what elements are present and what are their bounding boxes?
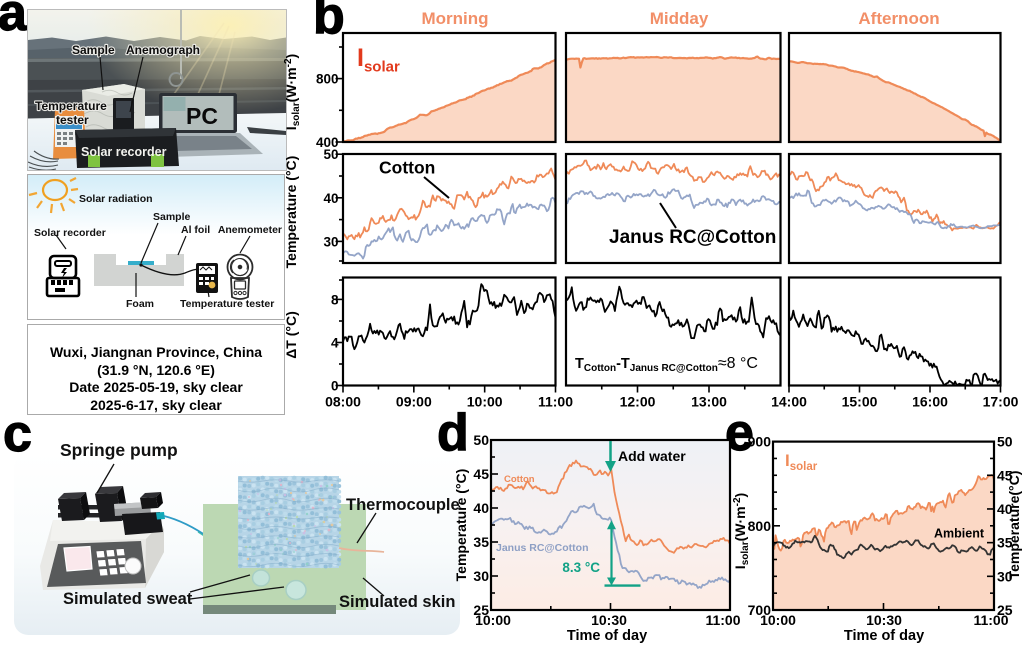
svg-text:17:00: 17:00: [983, 394, 1019, 410]
svg-text:Isolar: Isolar: [357, 44, 400, 76]
svg-text:Isolar(W·m-2): Isolar(W·m-2): [283, 54, 302, 130]
svg-text:Temperature (°C): Temperature (°C): [453, 469, 469, 582]
svg-text:ΔT (°C): ΔT (°C): [283, 311, 299, 359]
svg-text:Cotton: Cotton: [504, 474, 535, 485]
svg-text:30: 30: [997, 568, 1013, 584]
svg-text:Solar recorder: Solar recorder: [34, 227, 106, 239]
svg-text:Temperature: Temperature: [35, 99, 107, 113]
svg-text:45: 45: [473, 466, 489, 482]
svg-text:25: 25: [997, 602, 1013, 618]
svg-text:8.3 °C: 8.3 °C: [562, 560, 600, 575]
svg-text:35: 35: [997, 535, 1013, 551]
svg-text:Temperature (°C): Temperature (°C): [283, 156, 299, 269]
svg-text:Anemograph: Anemograph: [126, 43, 200, 57]
svg-text:700: 700: [748, 602, 772, 618]
svg-text:Temperature(°C): Temperature(°C): [1006, 471, 1022, 580]
svg-text:50: 50: [473, 432, 489, 448]
svg-text:13:00: 13:00: [691, 394, 727, 410]
svg-text:8: 8: [331, 292, 339, 307]
svg-text:10:30: 10:30: [591, 612, 627, 628]
svg-text:40: 40: [997, 501, 1013, 517]
svg-text:30: 30: [323, 234, 338, 249]
svg-text:800: 800: [748, 518, 772, 534]
svg-text:08:00: 08:00: [325, 394, 361, 410]
svg-text:11:00: 11:00: [538, 394, 573, 410]
svg-text:10:30: 10:30: [866, 612, 902, 628]
svg-text:Simulated skin: Simulated skin: [339, 593, 455, 611]
svg-text:11:00: 11:00: [973, 612, 1008, 628]
svg-text:PC: PC: [186, 103, 218, 129]
svg-text:11:00: 11:00: [705, 612, 740, 628]
svg-text:Isolar: Isolar: [785, 451, 818, 473]
svg-text:12:00: 12:00: [620, 394, 656, 410]
svg-text:Al foil: Al foil: [181, 224, 210, 236]
svg-text:900: 900: [748, 434, 772, 450]
svg-text:4: 4: [331, 336, 339, 351]
svg-text:Sample: Sample: [153, 211, 191, 223]
svg-text:Anemometer: Anemometer: [218, 224, 282, 236]
svg-text:35: 35: [473, 534, 489, 550]
svg-text:14:00: 14:00: [771, 394, 807, 410]
svg-text:10:00: 10:00: [467, 394, 503, 410]
svg-text:40: 40: [323, 191, 338, 206]
svg-text:10:00: 10:00: [475, 612, 511, 628]
svg-text:Temperature tester: Temperature tester: [180, 298, 274, 310]
svg-text:TCotton-TJanus RC@Cotton≈8 °C: TCotton-TJanus RC@Cotton≈8 °C: [575, 355, 758, 374]
svg-text:tester: tester: [56, 113, 89, 127]
svg-text:Sample: Sample: [72, 43, 115, 57]
svg-text:Janus RC@Cotton: Janus RC@Cotton: [496, 542, 589, 554]
svg-text:Time of day: Time of day: [844, 628, 924, 644]
svg-text:15:00: 15:00: [842, 394, 878, 410]
svg-text:45: 45: [997, 467, 1013, 483]
svg-text:Morning: Morning: [421, 9, 488, 28]
svg-text:16:00: 16:00: [912, 394, 948, 410]
svg-text:09:00: 09:00: [396, 394, 432, 410]
svg-text:50: 50: [323, 147, 338, 162]
svg-text:50: 50: [997, 434, 1013, 450]
svg-text:Cotton: Cotton: [379, 158, 435, 178]
svg-text:Solar recorder: Solar recorder: [81, 145, 167, 159]
svg-text:Foam: Foam: [126, 298, 154, 310]
svg-text:800: 800: [316, 72, 339, 87]
svg-text:Afternoon: Afternoon: [858, 9, 939, 28]
svg-text:Solar radiation: Solar radiation: [79, 193, 153, 205]
svg-text:0: 0: [331, 379, 339, 394]
svg-text:Janus RC@Cotton: Janus RC@Cotton: [609, 227, 776, 248]
svg-text:Midday: Midday: [650, 9, 709, 28]
svg-text:10:00: 10:00: [760, 612, 796, 628]
svg-text:Ambient: Ambient: [934, 527, 985, 541]
svg-text:Thermocouple: Thermocouple: [346, 496, 460, 514]
svg-text:Simulated sweat: Simulated sweat: [63, 590, 193, 608]
svg-text:40: 40: [473, 500, 489, 516]
svg-text:Time of day: Time of day: [567, 628, 647, 644]
svg-text:25: 25: [473, 602, 489, 618]
svg-text:Springe pump: Springe pump: [60, 440, 178, 460]
svg-text:30: 30: [473, 568, 489, 584]
svg-text:Add water: Add water: [618, 448, 686, 464]
svg-text:400: 400: [316, 135, 339, 150]
